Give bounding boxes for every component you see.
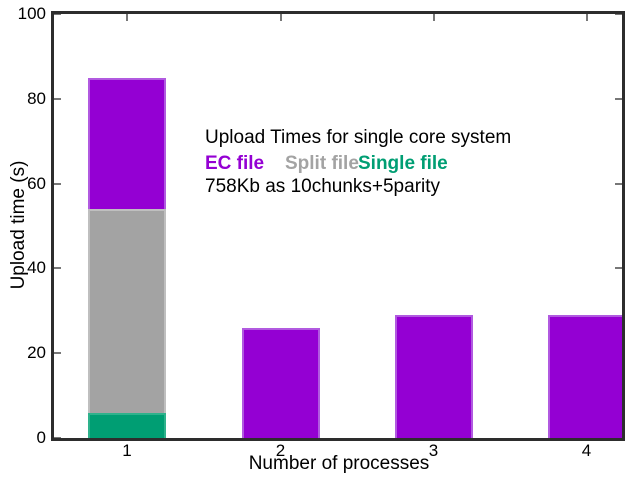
y-tick-mark	[615, 14, 622, 15]
x-tick-mark	[279, 14, 282, 21]
bar-segment-ec-file	[394, 315, 473, 438]
legend-item-split-file: Split file	[285, 153, 359, 174]
legend-item-single-file: Single file	[358, 153, 448, 174]
y-tick-mark	[54, 97, 61, 100]
bar-segment-split-file	[88, 209, 166, 413]
x-axis-title: Number of processes	[248, 453, 430, 474]
bar-segment-ec-file	[547, 315, 622, 438]
x-tick-label: 3	[428, 441, 439, 460]
plot-frame	[51, 11, 625, 441]
y-tick-mark	[615, 267, 622, 270]
x-tick-label: 2	[275, 441, 286, 460]
bar-segment-ec-file	[88, 77, 166, 210]
legend-item-ec-file: EC file	[205, 153, 265, 174]
y-tick-mark	[54, 14, 61, 15]
x-tick-mark	[585, 14, 588, 21]
y-tick-label: 20	[27, 343, 46, 363]
bar-segment-single-file	[88, 412, 166, 438]
y-tick-mark	[615, 97, 622, 100]
x-tick-mark	[432, 14, 435, 21]
y-tick-label: 0	[36, 428, 46, 447]
y-tick-label: 40	[27, 258, 46, 278]
y-tick-mark	[615, 182, 622, 185]
y-tick-label: 80	[27, 88, 46, 108]
chart-title: Upload Times for single core system	[205, 127, 512, 148]
y-tick-mark	[54, 352, 61, 355]
bar-segment-ec-file	[241, 327, 320, 438]
x-tick-label: 1	[122, 441, 132, 460]
chart-annotation: 758Kb as 10chunks+5parity	[205, 176, 441, 197]
y-tick-mark	[54, 182, 61, 185]
y-tick-mark	[54, 267, 61, 270]
x-tick-mark	[126, 14, 128, 21]
y-tick-label: 60	[27, 173, 46, 193]
plot-area	[54, 14, 622, 438]
y-tick-label: 100	[17, 4, 46, 23]
y-tick-mark	[54, 437, 61, 438]
x-tick-label: 4	[581, 441, 592, 460]
